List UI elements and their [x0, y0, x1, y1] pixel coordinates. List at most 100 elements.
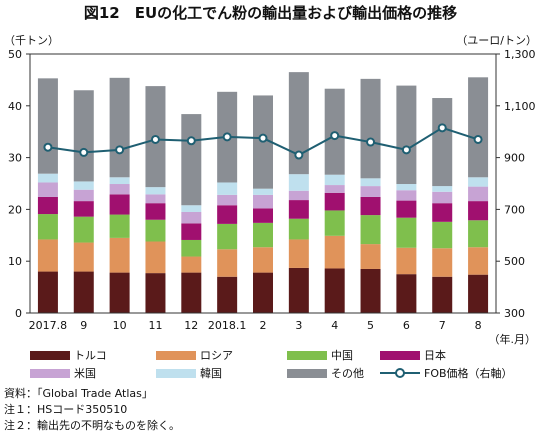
bar-segment	[145, 273, 166, 313]
bar-segment	[37, 271, 58, 313]
chart-title: 図12 EUの化工でん粉の輸出量および輸出価格の推移	[83, 4, 458, 22]
chart-plot: 0 10 20 30 40 50 300 500 700 900 1,100 1,300 2017.8 9…	[8, 48, 537, 345]
bar-segment	[253, 194, 273, 209]
note-2: 注２：輸出先の不明なものを除く。	[4, 419, 180, 432]
right-tick-label: 1,100	[504, 100, 536, 113]
fob-price-point	[150, 134, 160, 144]
bar-segment	[181, 114, 202, 206]
left-axis-unit: （千トン）	[4, 34, 59, 47]
x-tick-label: 2	[260, 319, 267, 332]
bar-segment	[217, 276, 238, 313]
legend-swatch	[30, 368, 70, 378]
legend: トルコ ロシア 中国 日本 米国 韓国 その他 FOB価格（右軸）	[0, 346, 541, 382]
bar-segment	[253, 208, 273, 223]
right-tick-label: 1,300	[504, 48, 536, 61]
bar-segment	[181, 239, 202, 257]
fob-price-point	[222, 132, 232, 142]
bar-segment	[324, 235, 345, 269]
x-tick-label: 2018.1	[208, 319, 247, 332]
bar-segment	[37, 173, 58, 183]
bar-segment	[288, 239, 309, 268]
legend-swatch	[156, 368, 196, 378]
fob-price-point	[258, 133, 268, 143]
bar-segment	[360, 244, 381, 269]
x-tick-label: 11	[148, 319, 162, 332]
legend-item-korea: 韓国	[156, 366, 222, 380]
bar-segment	[288, 200, 309, 219]
legend-item-usa: 米国	[30, 366, 96, 380]
right-tick-label: 300	[504, 307, 525, 320]
bar-segment	[217, 249, 238, 277]
x-axis-unit: （年.月）	[489, 332, 537, 345]
legend-swatch	[380, 350, 420, 360]
bar-segment	[37, 239, 58, 272]
bar-segment	[432, 203, 453, 222]
bar-segment	[253, 222, 273, 248]
bar-segment	[432, 98, 453, 187]
bar-segment	[468, 177, 489, 187]
bar-segment	[360, 268, 381, 313]
bar-segment	[37, 214, 58, 240]
bar-segment	[109, 77, 130, 178]
legend-line-marker	[380, 368, 420, 378]
bar-segment	[432, 276, 453, 313]
legend-label: トルコ	[74, 349, 107, 362]
bar-segment	[73, 189, 94, 202]
bar-segment	[396, 247, 417, 275]
bar-segment	[109, 177, 130, 185]
notes: 資料：「Global Trade Atlas」 注１：HSコード350510 注…	[4, 386, 180, 434]
bar-segment	[109, 237, 130, 273]
x-tick-label: 4	[331, 319, 338, 332]
fob-price-point	[115, 145, 125, 155]
bar-segment	[73, 201, 94, 217]
bar-segment	[396, 274, 417, 313]
bar-segment	[432, 186, 453, 192]
bar-segment	[253, 272, 273, 313]
left-tick-label: 40	[8, 100, 22, 113]
bar-segment	[109, 214, 130, 238]
fob-price-point	[330, 131, 340, 141]
bar-segment	[360, 178, 381, 187]
left-tick-label: 10	[8, 255, 22, 268]
legend-item-china: 中国	[287, 348, 353, 362]
legend-label: FOB価格（右軸）	[424, 367, 513, 380]
bar-segment	[217, 182, 238, 195]
bar-segment	[253, 247, 273, 273]
bar-segment	[324, 210, 345, 236]
legend-label: 日本	[424, 349, 446, 362]
fob-price-point	[473, 134, 483, 144]
bar-segment	[181, 211, 202, 224]
x-tick-label: 5	[367, 319, 374, 332]
fob-price-point	[294, 150, 304, 160]
left-tick-label: 0	[15, 307, 22, 320]
bar-segment	[181, 205, 202, 212]
fob-price-point	[401, 145, 411, 155]
bar-segment	[217, 223, 238, 250]
bar-segment	[396, 200, 417, 218]
legend-label: ロシア	[200, 349, 233, 362]
bar-segment	[360, 215, 381, 245]
legend-swatch	[30, 350, 70, 360]
x-tick-label: 6	[403, 319, 410, 332]
fob-price-point	[43, 142, 53, 152]
bar-segment	[324, 174, 345, 186]
bar-segment	[468, 201, 489, 221]
x-tick-label: 8	[475, 319, 482, 332]
bar-segment	[109, 194, 130, 215]
legend-item-other: その他	[287, 366, 364, 380]
bar-segment	[288, 72, 309, 175]
legend-label: 韓国	[200, 367, 222, 380]
bar-segment	[217, 205, 238, 224]
bar-segment	[324, 185, 345, 193]
bar-segment	[468, 247, 489, 275]
bar-segment	[288, 190, 309, 201]
bar-segment	[73, 216, 94, 243]
x-tick-label: 2017.8	[29, 319, 68, 332]
bar-segment	[432, 191, 453, 204]
bar-segment	[396, 190, 417, 201]
bar-segment	[217, 194, 238, 206]
bar-segment	[396, 184, 417, 191]
bar-segment	[468, 77, 489, 178]
bar-segment	[324, 192, 345, 211]
bar-segment	[288, 174, 309, 191]
